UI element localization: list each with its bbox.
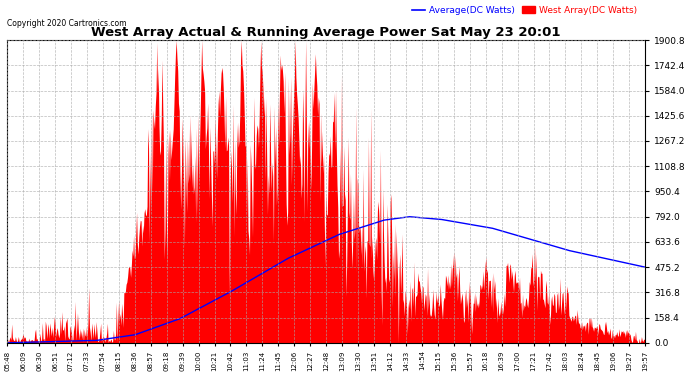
- Title: West Array Actual & Running Average Power Sat May 23 20:01: West Array Actual & Running Average Powe…: [91, 26, 561, 39]
- Legend: Average(DC Watts), West Array(DC Watts): Average(DC Watts), West Array(DC Watts): [408, 2, 641, 18]
- Text: Copyright 2020 Cartronics.com: Copyright 2020 Cartronics.com: [7, 19, 127, 28]
